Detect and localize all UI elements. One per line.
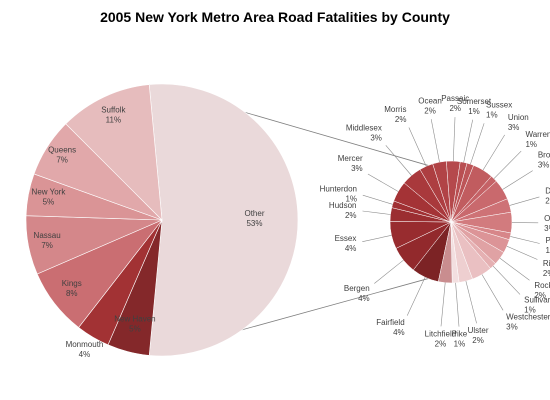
leader-essex [362, 235, 392, 242]
leader-rockland [499, 258, 530, 281]
label-passaic: Passaic 2% [441, 94, 469, 113]
leader-sussex [470, 123, 485, 165]
label-bergen: Bergen 4% [344, 284, 370, 303]
label-litchfield: Litchfield 2% [425, 329, 457, 348]
leader-mercer [367, 173, 399, 192]
label-putnam: Putnam1% [546, 236, 550, 255]
chart-title: 2005 New York Metro Area Road Fatalities… [100, 9, 450, 25]
leader-union [482, 134, 505, 171]
label-warren: Warren 1% [525, 130, 550, 149]
label-suffolk: Suffolk 11% [101, 106, 126, 125]
label-pike: Pike 1% [452, 330, 468, 349]
label-union: Union 3% [508, 113, 529, 132]
label-sullivan: Sullivan 1% [524, 296, 550, 315]
leader-morris [408, 127, 427, 167]
leader-bergen [374, 259, 404, 284]
label-new-haven: New Haven 5% [114, 314, 155, 333]
leader-westchester [481, 274, 504, 311]
leader-hunterdon [362, 194, 393, 205]
label-kings: Kings 8% [62, 279, 82, 298]
label-fairfield: Fairfield 4% [376, 318, 404, 337]
main-pie [25, 83, 299, 357]
label-hudson: Hudson 2% [329, 201, 357, 220]
label-richmond: Richmond2% [543, 259, 550, 278]
label-mercer: Mercer 3% [338, 154, 363, 173]
label-ocean: Ocean 2% [418, 96, 442, 115]
leader-litchfield [440, 282, 446, 327]
label-queens: Queens 7% [48, 146, 76, 165]
leader-sullivan [492, 265, 521, 295]
label-morris: Morris 2% [384, 105, 406, 124]
label-other: Other 53% [244, 209, 264, 228]
label-ulster: Ulster 2% [468, 326, 489, 345]
leader-ocean [430, 119, 440, 163]
label-orange: Orange3% [544, 214, 550, 233]
leader-passaic [453, 117, 456, 162]
leader-pike [455, 282, 460, 327]
slice-suffolk [65, 84, 163, 221]
leader-bronx [502, 170, 533, 190]
leader-hudson [362, 210, 391, 215]
leader-warren [493, 150, 522, 179]
label-rockland: Rockland2% [534, 281, 550, 300]
label-sussex: Sussex 1% [486, 101, 512, 120]
label-essex: Essex 4% [335, 234, 357, 253]
label-nassau: Nassau 7% [34, 231, 61, 250]
label-monmouth: Monmouth 4% [66, 340, 104, 359]
label-new-york: New York 5% [32, 187, 67, 206]
leader-ulster [465, 281, 477, 324]
slice-labels: Other 53% New Haven 5% Monmouth 4% Kings 8% Nass… [32, 94, 550, 359]
slice-other [148, 83, 299, 357]
leader-fairfield [406, 277, 426, 316]
label-middlesex: Middlesex 3% [346, 124, 382, 143]
label-bronx: Bronx3% [538, 150, 550, 169]
label-hunterdon: Hunterdon 1% [320, 184, 357, 203]
leader-putnam [510, 236, 540, 244]
label-dutchess: Dutchess2% [545, 186, 550, 205]
leader-dutchess [509, 196, 540, 206]
leader-middlesex [385, 145, 412, 176]
label-somerset: Somerset 1% [457, 97, 492, 116]
leader-richmond [506, 246, 538, 260]
leader-somerset [463, 119, 473, 163]
secondary-pie [389, 160, 513, 284]
label-westchester: Westchester 3% [506, 312, 550, 331]
